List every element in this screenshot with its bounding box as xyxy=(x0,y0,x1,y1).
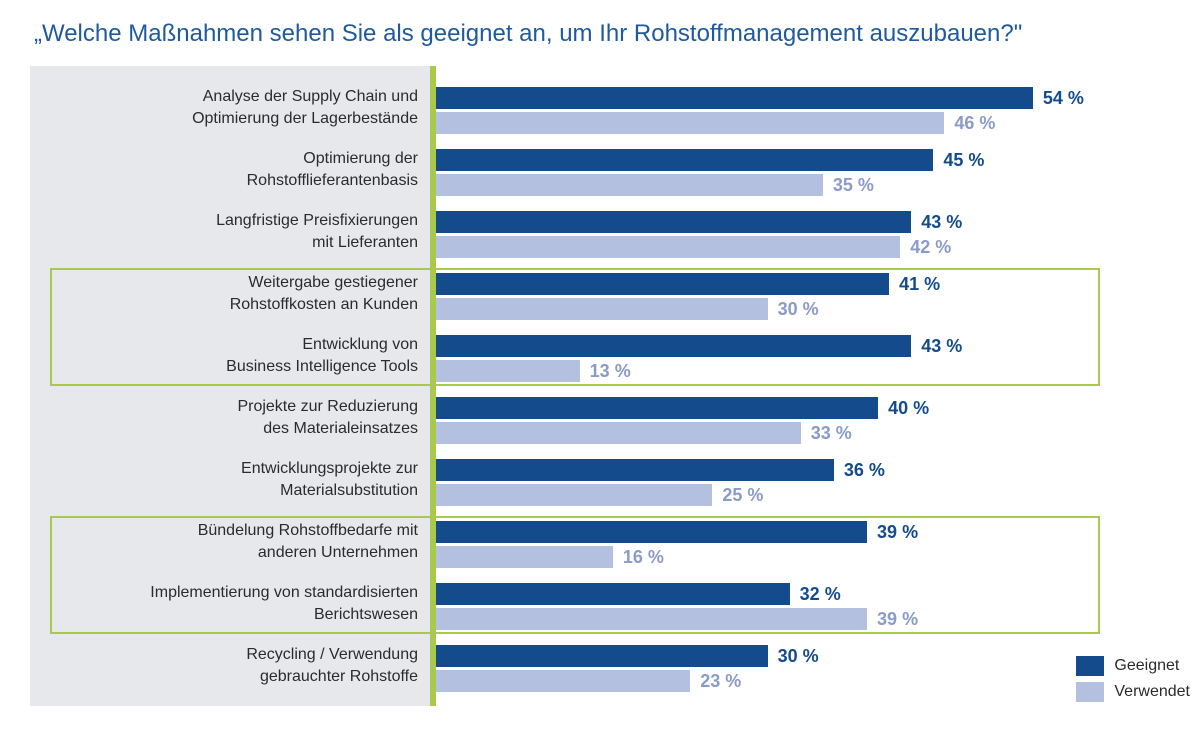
bar-verwendet xyxy=(436,236,900,258)
bar-value-verwendet: 16 % xyxy=(623,546,664,568)
chart-row: Implementierung von standardisiertenBeri… xyxy=(30,576,1130,636)
bar-verwendet xyxy=(436,360,580,382)
bar-value-verwendet: 25 % xyxy=(722,484,763,506)
bar-value-geeignet: 43 % xyxy=(921,211,962,233)
bar-value-geeignet: 30 % xyxy=(778,645,819,667)
chart-row: Optimierung derRohstofflieferantenbasis 4… xyxy=(30,142,1130,202)
row-label: Entwicklungsprojekte zurMaterialsubstitu… xyxy=(30,458,418,502)
bar-geeignet xyxy=(436,87,1033,109)
bar-value-verwendet: 33 % xyxy=(811,422,852,444)
bar-verwendet xyxy=(436,546,613,568)
bar-verwendet xyxy=(436,484,712,506)
bar-geeignet xyxy=(436,397,878,419)
bar-value-geeignet: 40 % xyxy=(888,397,929,419)
bar-value-verwendet: 39 % xyxy=(877,608,918,630)
bar-value-geeignet: 32 % xyxy=(800,583,841,605)
bar-value-geeignet: 43 % xyxy=(921,335,962,357)
row-label: Projekte zur Reduzierungdes Materialeins… xyxy=(30,396,418,440)
bar-geeignet xyxy=(436,583,790,605)
bar-value-geeignet: 39 % xyxy=(877,521,918,543)
row-label: Optimierung derRohstofflieferantenbasis xyxy=(30,148,418,192)
bar-value-geeignet: 45 % xyxy=(943,149,984,171)
bar-verwendet xyxy=(436,298,768,320)
row-label: Implementierung von standardisiertenBeri… xyxy=(30,582,418,626)
chart-row: Langfristige Preisfixierungenmit Liefera… xyxy=(30,204,1130,264)
chart-title: „Welche Maßnahmen sehen Sie als geeignet… xyxy=(34,20,1170,48)
legend-swatch-geeignet xyxy=(1076,656,1104,676)
bar-geeignet xyxy=(436,211,911,233)
row-label: Recycling / Verwendunggebrauchter Rohsto… xyxy=(30,644,418,688)
bar-verwendet xyxy=(436,422,801,444)
bar-geeignet xyxy=(436,521,867,543)
bar-verwendet xyxy=(436,112,944,134)
chart-row: Bündelung Rohstoffbedarfe mitanderen Unt… xyxy=(30,514,1130,574)
bar-value-verwendet: 42 % xyxy=(910,236,951,258)
row-label: Bündelung Rohstoffbedarfe mitanderen Unt… xyxy=(30,520,418,564)
legend-label-geeignet: Geeignet xyxy=(1114,657,1179,675)
row-label: Langfristige Preisfixierungenmit Liefera… xyxy=(30,210,418,254)
bar-value-verwendet: 23 % xyxy=(700,670,741,692)
bar-value-verwendet: 30 % xyxy=(778,298,819,320)
legend-item-verwendet: Verwendet xyxy=(1076,682,1190,702)
chart-row: Recycling / Verwendunggebrauchter Rohsto… xyxy=(30,638,1130,698)
bar-value-geeignet: 54 % xyxy=(1043,87,1084,109)
bar-verwendet xyxy=(436,608,867,630)
chart-row: Entwicklungsprojekte zurMaterialsubstitu… xyxy=(30,452,1130,512)
row-label: Weitergabe gestiegenerRohstoffkosten an … xyxy=(30,272,418,316)
bar-geeignet xyxy=(436,645,768,667)
chart-container: „Welche Maßnahmen sehen Sie als geeignet… xyxy=(0,0,1200,742)
bar-geeignet xyxy=(436,149,933,171)
row-label: Entwicklung vonBusiness Intelligence Too… xyxy=(30,334,418,378)
bar-value-geeignet: 41 % xyxy=(899,273,940,295)
chart-row: Projekte zur Reduzierungdes Materialeins… xyxy=(30,390,1130,450)
legend-label-verwendet: Verwendet xyxy=(1114,683,1190,701)
row-label: Analyse der Supply Chain undOptimierung … xyxy=(30,86,418,130)
bar-verwendet xyxy=(436,174,823,196)
bar-value-verwendet: 13 % xyxy=(590,360,631,382)
bar-geeignet xyxy=(436,273,889,295)
legend: Geeignet Verwendet xyxy=(1076,650,1190,702)
chart-area: Analyse der Supply Chain undOptimierung … xyxy=(30,66,1130,706)
bar-verwendet xyxy=(436,670,690,692)
bar-value-verwendet: 35 % xyxy=(833,174,874,196)
legend-item-geeignet: Geeignet xyxy=(1076,656,1190,676)
bar-value-geeignet: 36 % xyxy=(844,459,885,481)
legend-swatch-verwendet xyxy=(1076,682,1104,702)
chart-row: Analyse der Supply Chain undOptimierung … xyxy=(30,80,1130,140)
bar-geeignet xyxy=(436,459,834,481)
bar-value-verwendet: 46 % xyxy=(954,112,995,134)
chart-row: Weitergabe gestiegenerRohstoffkosten an … xyxy=(30,266,1130,326)
chart-row: Entwicklung vonBusiness Intelligence Too… xyxy=(30,328,1130,388)
bar-geeignet xyxy=(436,335,911,357)
